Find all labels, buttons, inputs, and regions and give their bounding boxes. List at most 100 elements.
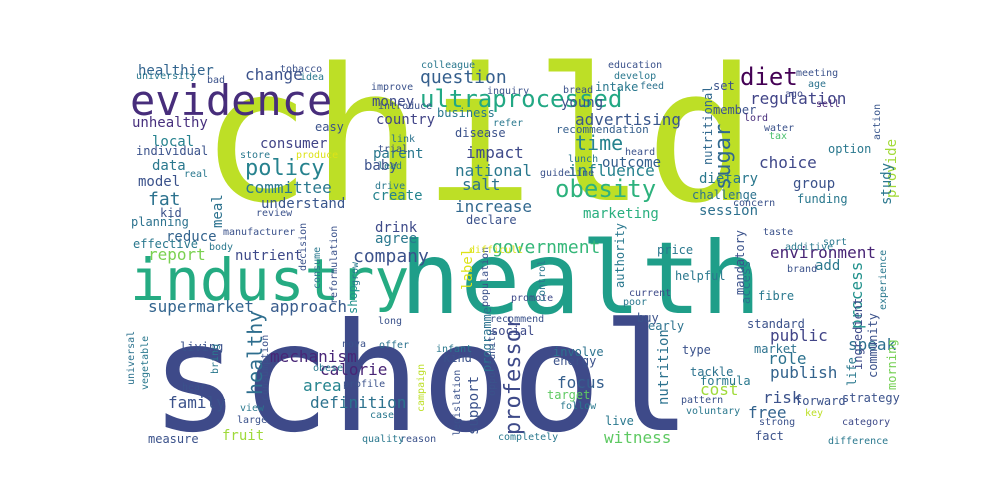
cloud-word-speak: speak [848,335,897,354]
cloud-word-quality: quality [362,434,404,445]
cloud-word-nutrient: nutrient [235,248,302,264]
cloud-word-experience: experience [878,250,889,310]
cloud-word-grow: grow [350,261,361,286]
cloud-word-effective: effective [133,237,198,251]
cloud-word-buy: buy [637,311,659,325]
cloud-word-long: long [378,316,402,327]
cloud-word-refer: refer [493,118,523,129]
cloud-word-university: university [136,71,196,82]
cloud-word-free: free [748,403,787,422]
cloud-word-difficult: difficult [469,245,523,256]
cloud-word-fibre: fibre [758,289,794,303]
cloud-word-infant: infant [436,344,472,355]
cloud-word-focus: focus [557,373,605,392]
cloud-word-universal: universal [126,331,137,385]
cloud-word-offer: offer [379,340,409,351]
cloud-word-hear: hear [182,382,206,393]
cloud-word-difference: difference [828,436,888,447]
cloud-word-national: national [455,161,532,180]
cloud-word-completely: completely [498,432,558,443]
cloud-word-guideline: guideline [540,168,594,179]
cloud-word-introduce: introduce [378,101,432,112]
cloud-word-additive: additive [785,242,833,253]
cloud-word-bread: bread [563,85,593,96]
cloud-word-obese: obese [313,363,343,374]
cloud-word-strong: strong [759,417,795,428]
cloud-word-approach: approach [270,297,347,316]
cloud-word-drink: drink [375,220,418,236]
cloud-word-category: category [842,417,890,428]
cloud-word-lead: lead [378,161,402,172]
cloud-word-early: early [648,319,684,333]
cloud-word-nutrition: nutrition [656,329,672,405]
cloud-word-regulation: regulation [750,89,846,108]
cloud-word-disease: disease [455,126,506,140]
cloud-word-healthy: healthy [243,311,267,395]
cloud-word-public: public [770,326,828,345]
cloud-word-baby: baby [364,158,398,174]
cloud-word-business: business [437,106,495,120]
cloud-word-role: role [768,349,807,368]
cloud-word-taste: taste [763,227,793,238]
cloud-word-access: access [739,261,753,304]
cloud-word-voluntary: voluntary [686,406,740,417]
cloud-word-recommend: recommend [490,314,544,325]
cloud-word-view: view [240,403,265,414]
cloud-word-brand: brand [787,264,817,275]
cloud-word-calorie: calorie [320,360,387,379]
cloud-word-develop: develop [614,71,656,82]
cloud-word-opportunity: opportunity [487,330,498,396]
cloud-word-reduce: reduce [166,229,217,245]
cloud-word-bad: bad [207,75,225,86]
cloud-word-funding: funding [797,192,848,206]
cloud-word-study: study [879,163,895,205]
cloud-word-market: market [754,342,797,356]
cloud-word-pattern: pattern [681,395,723,406]
cloud-word-increase: increase [455,197,532,216]
cloud-word-living: living [180,340,223,354]
cloud-word-publish: publish [770,363,837,382]
cloud-word-programme: programme [480,307,494,372]
cloud-word-case: case [370,410,394,421]
cloud-word-support: support [466,376,482,435]
cloud-word-heard: heard [625,147,655,158]
cloud-word-session: session [699,203,758,219]
cloud-word-lord: lord [744,113,768,124]
cloud-word-feed: feed [640,81,664,92]
cloud-word-poor: poor [623,297,647,308]
cloud-word-promote: promote [511,293,553,304]
cloud-word-mechanism: mechanism [270,347,357,366]
cloud-word-tobacco: tobacco [280,64,322,75]
cloud-word-provide: provide [884,139,900,198]
cloud-word-profile: profile [343,379,385,390]
cloud-word-campaign: campaign [416,364,427,412]
cloud-word-report: report [148,245,206,264]
cloud-word-sort: sort [823,237,847,248]
cloud-word-advertising: advertising [575,110,681,129]
cloud-word-action: action [872,104,883,140]
cloud-word-member: member [713,103,756,117]
cloud-word-standard: standard [747,317,805,331]
cloud-word-fruit: fruit [222,428,264,444]
cloud-word-policy: policy [245,156,324,181]
cloud-word-produce: produce [296,150,338,161]
cloud-word-fact: fact [755,429,784,443]
cloud-word-ago: ago [785,89,803,100]
cloud-word-child: child [200,28,757,244]
cloud-word-concern: concern [733,198,775,209]
cloud-word-professor: professor [501,316,526,435]
cloud-word-diet: diet [740,63,798,91]
cloud-word-easy: easy [315,120,344,134]
cloud-word-reformulation: reformulation [329,226,340,304]
cloud-word-agree: agree [375,231,417,247]
cloud-word-tax: tax [769,131,787,142]
cloud-word-energy: energy [553,354,596,368]
cloud-word-reason: reason [400,434,436,445]
cloud-word-water: water [764,123,794,134]
cloud-word-shop: shop [346,285,360,314]
cloud-word-tackle: tackle [690,365,733,379]
cloud-word-recommendation: recommendation [556,123,649,136]
cloud-word-forward: forward [795,394,846,408]
cloud-word-witness: witness [604,428,671,447]
